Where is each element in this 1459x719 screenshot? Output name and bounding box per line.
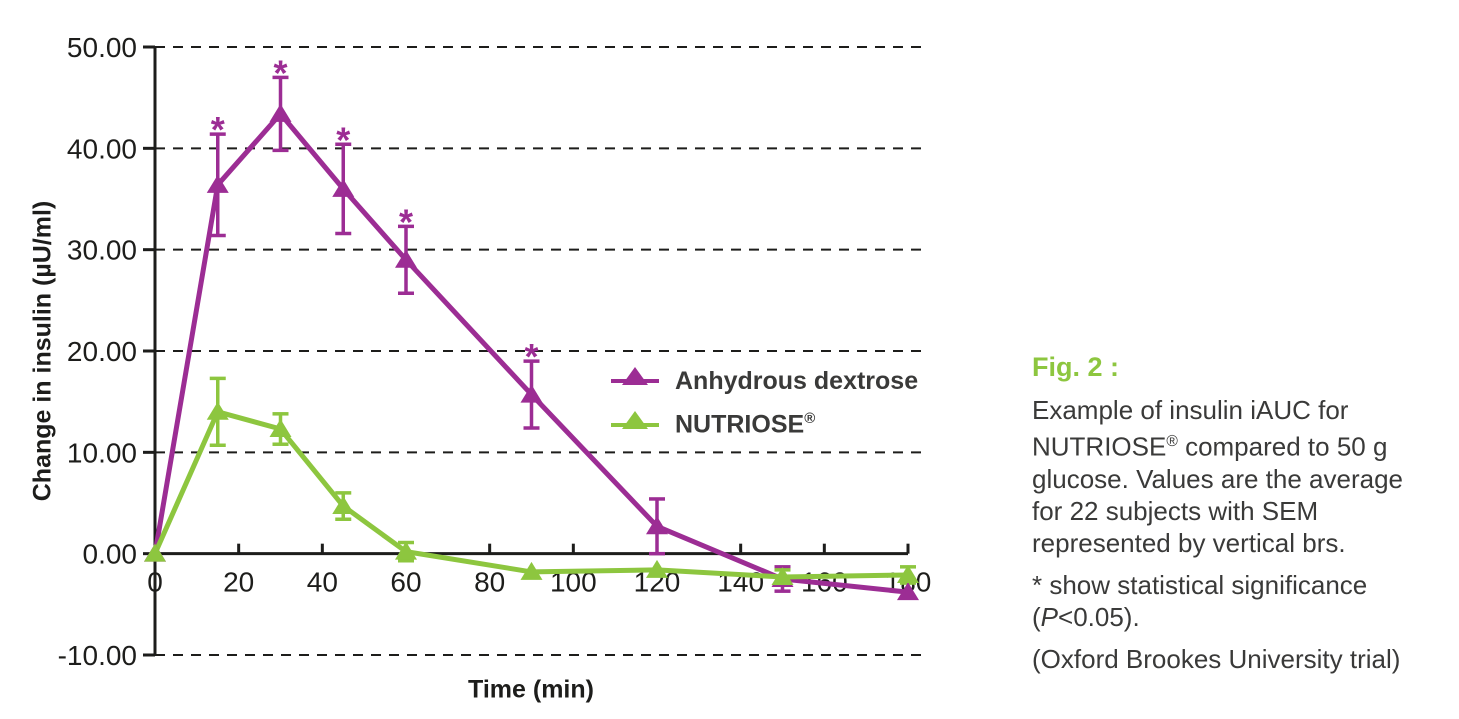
triangle-line-marker-icon (611, 367, 659, 391)
caption-paragraph-description: Example of insulin iAUC for NUTRIOSE® co… (1032, 394, 1452, 559)
caption-line: for 22 subjects with SEM (1032, 495, 1319, 526)
caption-line: Example of insulin iAUC for (1032, 395, 1349, 425)
caption-line: NUTRIOSE® compared to 50 g (1032, 431, 1388, 462)
svg-text:40: 40 (307, 567, 338, 598)
svg-text:-10.00: -10.00 (58, 640, 137, 671)
legend-item-anhydrous-dextrose: Anhydrous dextrose (611, 362, 918, 400)
caption-line: (P<0.05). (1032, 601, 1140, 632)
legend-item-nutriose: NUTRIOSE® (611, 406, 918, 444)
svg-text:*: * (273, 52, 287, 93)
legend-label: NUTRIOSE® (675, 410, 816, 439)
caption-paragraph-source: (Oxford Brookes University trial) (1032, 643, 1452, 675)
svg-text:0.00: 0.00 (83, 539, 138, 570)
svg-text:50.00: 50.00 (67, 32, 137, 63)
svg-text:*: * (399, 201, 413, 242)
figure-label: Fig. 2 : (1032, 352, 1119, 382)
y-axis-title: Change in insulin (µU/ml) (28, 200, 57, 502)
svg-text:*: * (211, 109, 225, 150)
legend-label: Anhydrous dextrose (675, 366, 919, 395)
svg-text:80: 80 (474, 567, 505, 598)
svg-text:*: * (336, 119, 350, 160)
svg-text:*: * (524, 336, 538, 377)
figure-caption: Fig. 2 : Example of insulin iAUC for NUT… (1032, 350, 1452, 675)
svg-text:60: 60 (390, 567, 421, 598)
svg-text:20.00: 20.00 (67, 336, 137, 367)
svg-text:30.00: 30.00 (67, 235, 137, 266)
svg-text:20: 20 (223, 567, 254, 598)
caption-line: glucose. Values are the average (1032, 463, 1403, 494)
caption-line: (Oxford Brookes University trial) (1032, 643, 1401, 674)
svg-text:10.00: 10.00 (67, 437, 137, 468)
chart-legend: Anhydrous dextrose NUTRIOSE® (611, 362, 918, 450)
caption-paragraph-significance: * show statistical significance (P<0.05)… (1032, 569, 1452, 633)
x-axis-title: Time (min) (468, 675, 594, 704)
svg-text:0: 0 (147, 567, 163, 598)
svg-text:40.00: 40.00 (67, 133, 137, 164)
triangle-line-marker-icon (611, 411, 659, 435)
caption-line: * show statistical significance (1032, 569, 1368, 600)
triangle-icon (622, 411, 648, 429)
caption-line: represented by vertical brs. (1032, 527, 1346, 558)
triangle-icon (622, 367, 648, 385)
